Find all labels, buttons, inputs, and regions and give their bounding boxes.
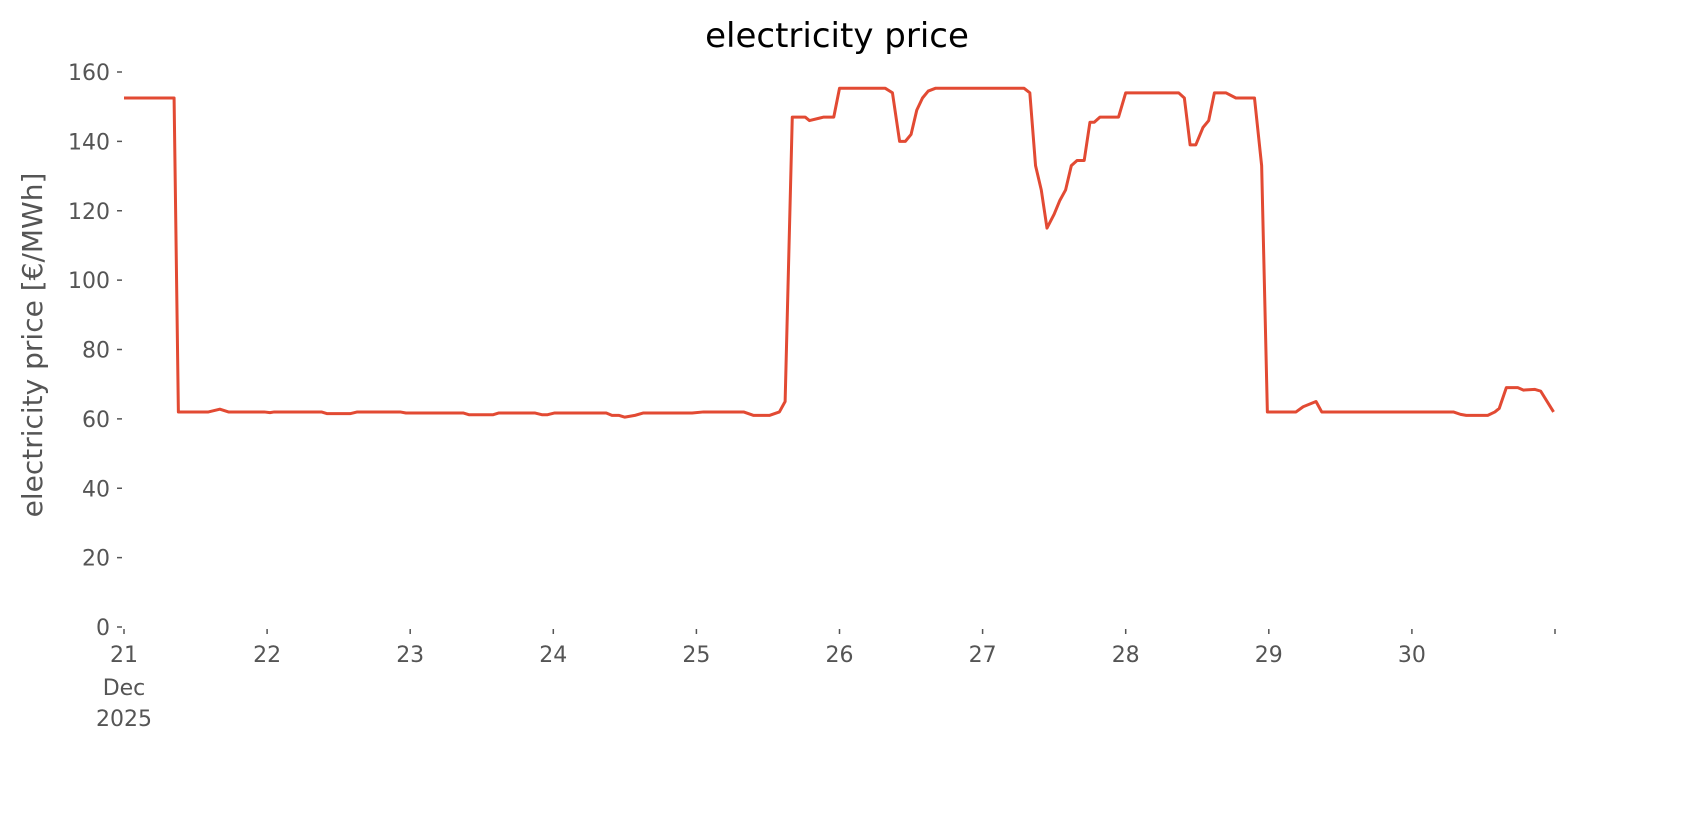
x-tick-label: 23 [396,643,424,668]
y-tick-label: 120 [68,200,110,225]
x-tick-label: 29 [1255,643,1283,668]
x-tick-label: 22 [253,643,281,668]
y-tick-label: 140 [68,130,110,155]
y-tick-label: 60 [82,408,110,433]
x-tick-label: 26 [826,643,854,668]
y-tick-label: 40 [82,477,110,502]
y-axis-label: electricity price [€/MWh] [16,173,49,518]
x-tick-label: 21 [110,643,138,668]
x-tick-sublabel: 2025 [96,707,152,732]
x-tick-sublabel: Dec [103,676,146,701]
x-tick-label: 25 [682,643,710,668]
y-tick-label: 80 [82,339,110,364]
y-tick-label: 100 [68,269,110,294]
y-tick-label: 0 [96,616,110,641]
y-tick-label: 20 [82,547,110,572]
y-tick-label: 160 [68,61,110,86]
price-line [124,86,1555,419]
chart-title: electricity price [705,16,969,56]
x-tick-label: 28 [1112,643,1140,668]
x-tick-label: 30 [1398,643,1426,668]
x-tick-label: 24 [539,643,567,668]
x-tick-label: 27 [969,643,997,668]
